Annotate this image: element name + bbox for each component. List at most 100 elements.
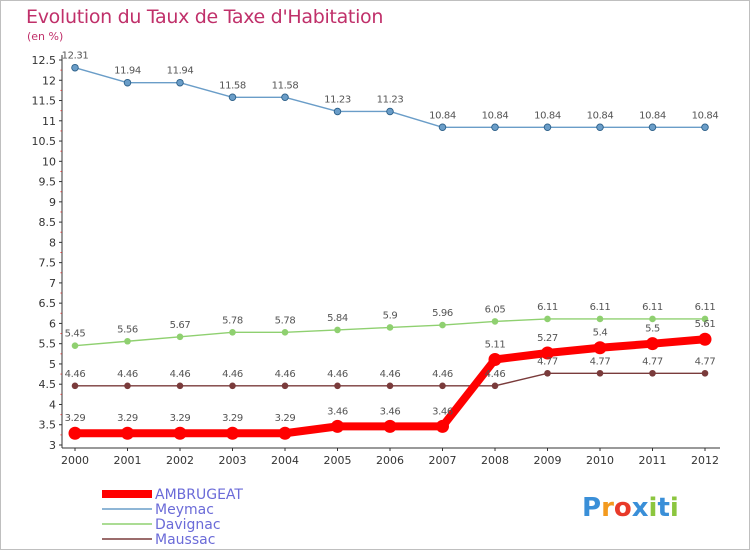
data-point-ambrugeat [646, 337, 659, 351]
data-point-meymac [543, 123, 552, 132]
data-label-maussac: 4.77 [695, 356, 716, 367]
data-label-maussac: 4.46 [380, 369, 401, 380]
y-tick-label: 7.5 [39, 257, 57, 270]
data-label-davignac: 5.45 [65, 329, 86, 340]
series-layer [68, 63, 712, 440]
data-point-ambrugeat [593, 341, 607, 355]
data-label-ambrugeat: 3.29 [117, 413, 138, 424]
data-point-maussac [334, 382, 341, 390]
data-point-ambrugeat [121, 426, 134, 440]
data-point-ambrugeat [278, 426, 292, 440]
data-point-ambrugeat [698, 332, 712, 346]
data-point-ambrugeat [541, 346, 554, 360]
data-label-ambrugeat: 5.5 [645, 324, 660, 335]
data-label-davignac: 6.11 [642, 302, 663, 313]
y-tick-label: 8.5 [39, 216, 57, 229]
data-point-maussac [71, 382, 79, 390]
data-label-maussac: 4.46 [65, 369, 86, 380]
data-label-davignac: 5.56 [117, 324, 138, 335]
data-label-maussac: 4.46 [170, 369, 191, 380]
data-point-ambrugeat [436, 419, 449, 433]
data-point-meymac [438, 123, 447, 132]
data-label-meymac: 11.94 [114, 66, 141, 77]
data-point-maussac [229, 382, 236, 390]
data-point-davignac [439, 321, 446, 329]
data-label-ambrugeat: 3.46 [327, 406, 348, 417]
data-label-maussac: 4.46 [275, 369, 296, 380]
data-point-meymac [596, 123, 604, 132]
legend-label-davignac: Davignac [155, 517, 221, 533]
data-point-meymac [71, 63, 79, 72]
data-label-meymac: 10.84 [534, 110, 561, 121]
data-point-ambrugeat [488, 352, 502, 366]
data-point-davignac [71, 342, 79, 350]
data-label-meymac: 10.84 [587, 110, 614, 121]
data-point-meymac [123, 78, 132, 87]
legend-label-maussac: Maussac [155, 532, 215, 548]
y-tick-label: 4 [49, 398, 56, 411]
y-tick-label: 10 [42, 155, 56, 168]
legend-label-ambrugeat: AMBRUGEAT [155, 487, 243, 503]
data-label-davignac: 6.11 [590, 302, 611, 313]
data-label-ambrugeat: 3.29 [170, 413, 191, 424]
data-label-maussac: 4.46 [432, 369, 453, 380]
legend-label-meymac: Meymac [155, 502, 214, 518]
x-tick-label: 2002 [166, 454, 194, 467]
data-label-maussac: 4.46 [222, 369, 243, 380]
axes: 33.544.555.566.577.588.599.51010.51111.5… [32, 54, 720, 467]
data-point-meymac [491, 123, 499, 132]
data-point-davignac [124, 337, 131, 345]
data-point-maussac [544, 369, 551, 377]
data-label-ambrugeat: 5.61 [695, 319, 716, 330]
data-label-ambrugeat: 5.27 [537, 333, 558, 344]
y-tick-label: 3.5 [39, 419, 57, 432]
data-label-davignac: 5.78 [222, 315, 243, 326]
y-tick-label: 11.5 [32, 95, 57, 108]
y-tick-label: 6.5 [39, 297, 57, 310]
data-label-davignac: 5.9 [383, 310, 398, 321]
data-point-meymac [176, 78, 184, 87]
data-label-maussac: 4.46 [327, 369, 348, 380]
x-tick-label: 2003 [219, 454, 247, 467]
data-point-maussac [124, 382, 131, 390]
y-tick-label: 5 [49, 358, 56, 371]
data-label-ambrugeat: 3.29 [222, 413, 243, 424]
data-point-ambrugeat [68, 426, 82, 440]
data-point-davignac [701, 315, 709, 323]
data-point-ambrugeat [173, 426, 187, 440]
data-label-meymac: 10.84 [692, 110, 719, 121]
data-label-meymac: 11.58 [219, 80, 246, 91]
data-label-meymac: 10.84 [639, 110, 666, 121]
x-tick-label: 2011 [639, 454, 667, 467]
x-tick-label: 2009 [534, 454, 562, 467]
y-tick-label: 12 [42, 74, 56, 87]
x-tick-label: 2007 [429, 454, 457, 467]
data-point-meymac [333, 107, 342, 116]
data-point-maussac [281, 382, 289, 390]
data-label-davignac: 6.11 [695, 302, 716, 313]
y-tick-label: 4.5 [39, 378, 57, 391]
data-label-meymac: 11.94 [167, 66, 194, 77]
data-label-meymac: 10.84 [429, 110, 456, 121]
data-label-meymac: 11.23 [377, 94, 404, 105]
data-label-ambrugeat: 3.29 [65, 413, 86, 424]
data-label-ambrugeat: 5.4 [593, 328, 608, 339]
data-point-davignac [281, 329, 289, 336]
data-point-maussac [649, 369, 656, 377]
data-label-ambrugeat: 5.11 [485, 339, 506, 350]
data-point-davignac [386, 324, 394, 331]
proxiti-logo: Proxiti [582, 493, 679, 523]
data-point-maussac [176, 382, 184, 390]
data-point-meymac [228, 93, 237, 102]
x-tick-label: 2006 [376, 454, 404, 467]
x-tick-label: 2005 [324, 454, 352, 467]
data-label-meymac: 11.58 [272, 80, 299, 91]
data-point-davignac [649, 315, 656, 323]
x-tick-label: 2000 [61, 454, 89, 467]
y-tick-label: 10.5 [32, 135, 57, 148]
data-label-maussac: 4.46 [117, 369, 138, 380]
data-point-maussac [701, 369, 709, 377]
